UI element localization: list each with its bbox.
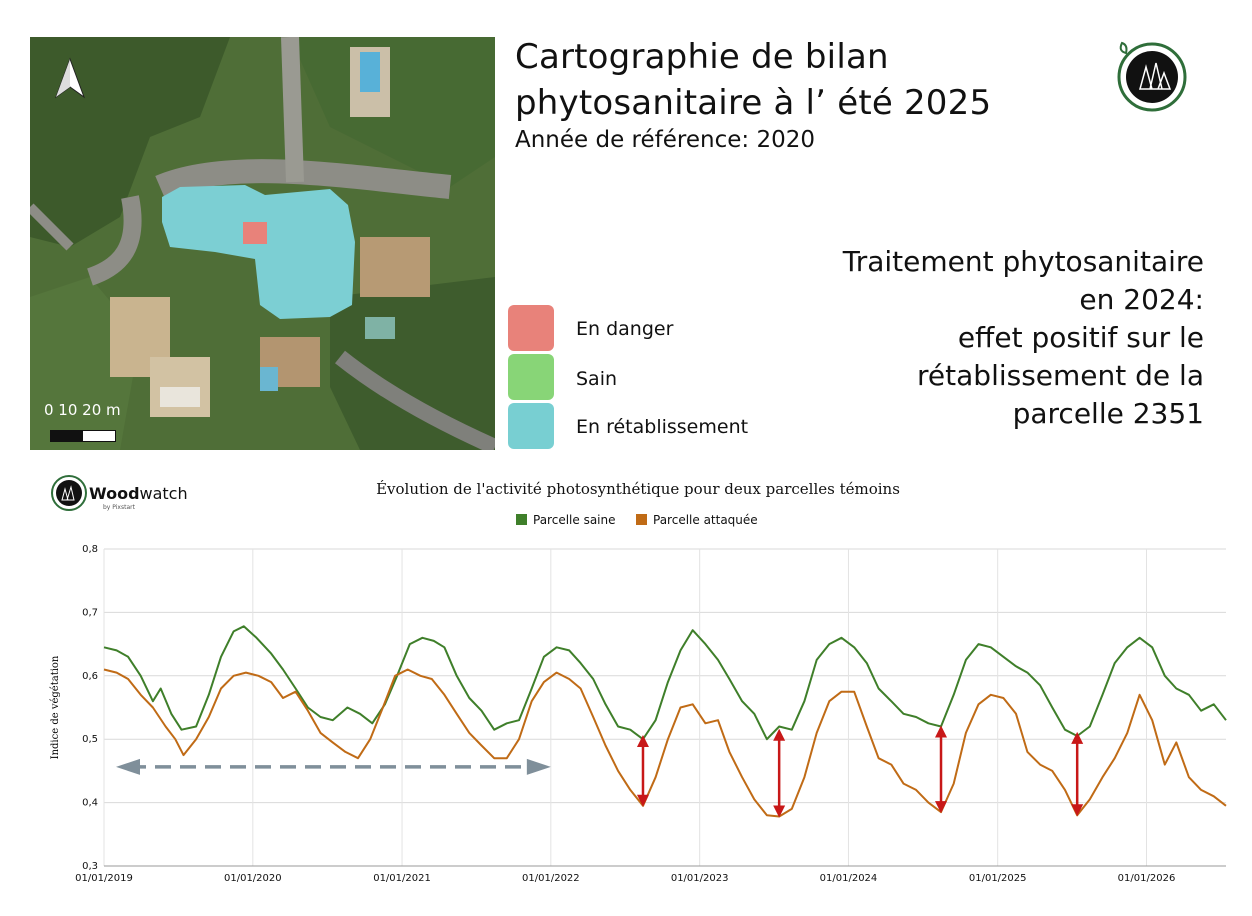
brand-tagline: by Pixstart: [103, 504, 135, 511]
red-arrow-head-up: [636, 735, 649, 748]
scale-label: 0 10 20 m: [44, 401, 121, 419]
red-arrow-head-down: [636, 794, 649, 807]
x-tick-label: 01/01/2026: [1118, 873, 1176, 884]
x-tick-label: 01/01/2025: [969, 873, 1027, 884]
grey-arrow-head-left: [116, 758, 140, 775]
red-arrow-head-down: [1071, 804, 1084, 817]
red-arrow-head-up: [773, 728, 786, 741]
woodwatch-logo-icon: [1112, 37, 1190, 119]
legend-swatch-en-danger: [508, 305, 554, 351]
series-line-healthy: [103, 625, 1227, 741]
legend-label-attacked: Parcelle attaquée: [653, 513, 758, 527]
page-subtitle: Année de référence: 2020: [515, 127, 815, 153]
north-arrow-icon: [52, 57, 88, 101]
grey-arrow-head-right: [526, 758, 551, 775]
brand-name: Woodwatch: [89, 484, 188, 503]
scale-bar: [50, 430, 116, 442]
x-tick-label: 01/01/2020: [224, 873, 282, 884]
y-tick-label: 0,7: [82, 607, 98, 618]
legend-swatch-attacked: [636, 514, 647, 525]
note-line: Traitement phytosanitaire: [842, 245, 1204, 278]
note-line: parcelle 2351: [1012, 397, 1204, 430]
note-line: effet positif sur le: [957, 321, 1204, 354]
y-tick-label: 0,5: [82, 734, 98, 745]
line-chart: 0,3 0,4 0,5 0,6 0,7 0,8 01/01/2019 01/01/2020 01…: [50, 544, 1227, 884]
y-tick-label: 0,3: [82, 861, 98, 872]
x-tick-label: 01/01/2022: [522, 873, 580, 884]
legend-item-healthy: Parcelle saine: [516, 513, 616, 527]
red-arrow-head-down: [773, 805, 786, 818]
title-line-1: Cartographie de bilan: [515, 37, 889, 77]
legend-swatch-en-retablissement: [508, 403, 554, 449]
legend-swatch-sain: [508, 354, 554, 400]
legend-item-attacked: Parcelle attaquée: [636, 513, 758, 527]
legend-swatch-healthy: [516, 514, 527, 525]
note-line: en 2024:: [1079, 283, 1204, 316]
aerial-map-image: [30, 37, 495, 450]
chart-title: Évolution de l'activité photosynthétique…: [376, 480, 900, 498]
legend-label-en-danger: En danger: [576, 318, 674, 340]
aerial-map: 0 10 20 m: [30, 37, 495, 450]
legend-label-en-retablissement: En rétablissement: [576, 416, 749, 438]
y-axis-label: Indice de végétation: [50, 655, 61, 759]
page-title: Cartographie de bilan phytosanitaire à l…: [515, 34, 991, 126]
red-arrow-head-up: [1071, 731, 1084, 744]
title-line-2: phytosanitaire à l’ été 2025: [515, 83, 992, 123]
treatment-note: Traitement phytosanitaire en 2024: effet…: [744, 243, 1204, 433]
x-tick-label: 01/01/2021: [373, 873, 431, 884]
series-line-attacked: [103, 668, 1227, 818]
woodwatch-small-logo-icon: [48, 472, 88, 516]
legend-label-healthy: Parcelle saine: [533, 513, 616, 527]
y-tick-label: 0,6: [82, 671, 98, 682]
red-arrow-head-up: [935, 725, 948, 738]
y-tick-label: 0,8: [82, 544, 98, 555]
x-tick-label: 01/01/2023: [671, 873, 729, 884]
x-tick-label: 01/01/2019: [75, 873, 133, 884]
brand-name-rest: watch: [139, 484, 188, 503]
y-tick-label: 0,4: [82, 798, 98, 809]
red-arrow-head-down: [935, 801, 948, 814]
note-line: rétablissement de la: [917, 359, 1204, 392]
x-tick-label: 01/01/2024: [820, 873, 878, 884]
brand-name-bold: Wood: [89, 484, 140, 503]
legend-label-sain: Sain: [576, 368, 618, 390]
